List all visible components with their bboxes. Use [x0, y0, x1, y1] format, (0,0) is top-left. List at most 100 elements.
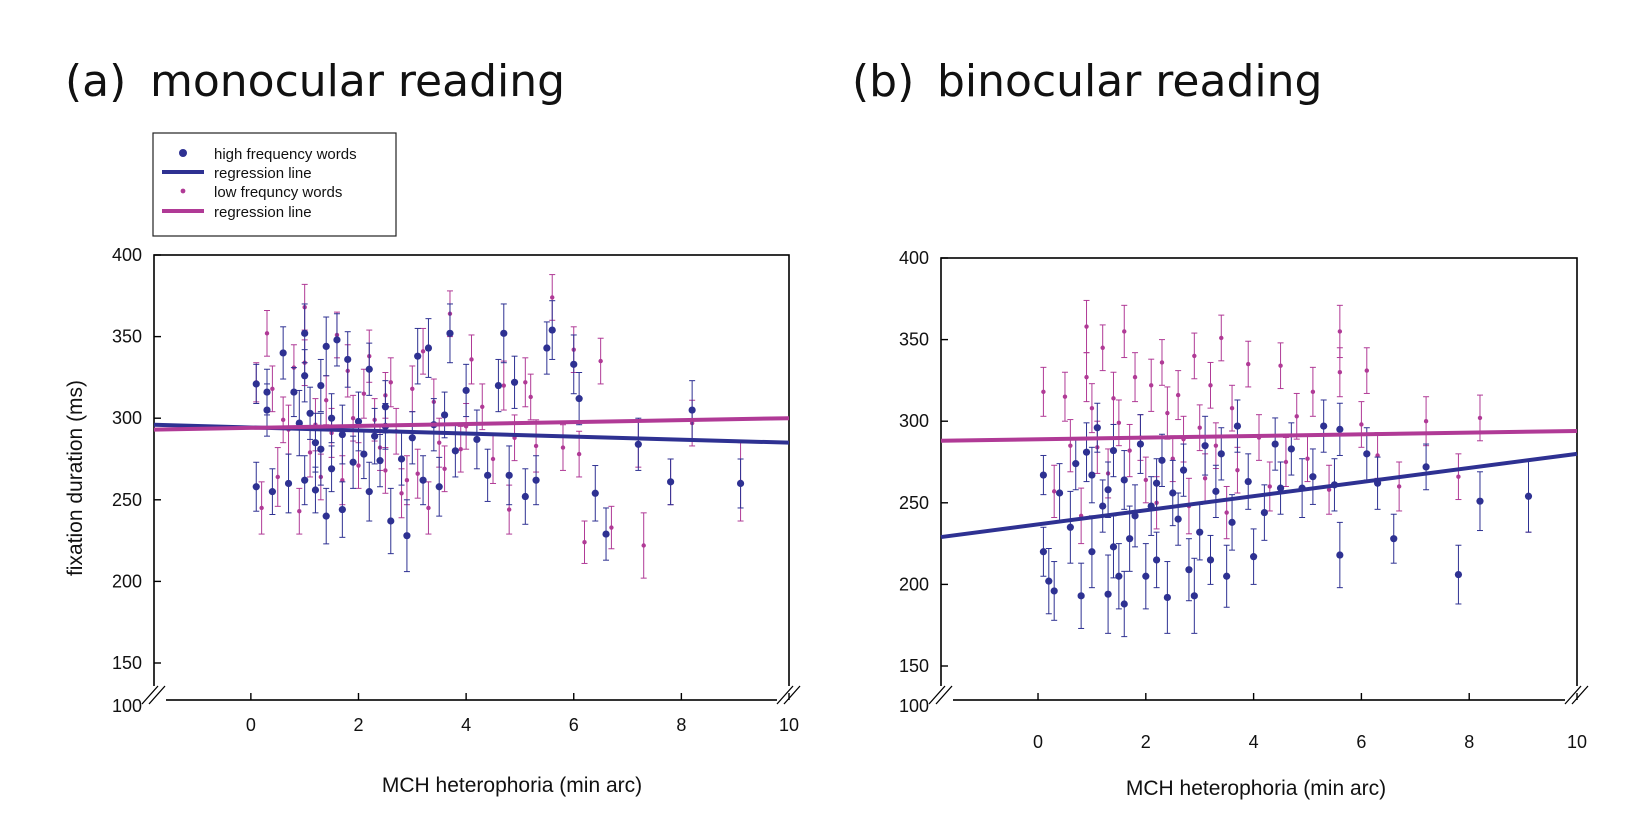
- panel-b-high-point-52: [1336, 521, 1344, 589]
- panel-a-low-point-41: [468, 334, 475, 385]
- panel-a-high-point-61: [634, 417, 642, 471]
- panel-a-high-point-4: [268, 468, 276, 515]
- panel-b-high-point-11: [1093, 402, 1101, 453]
- panel-b-low-point-15: [1132, 352, 1139, 403]
- panel-b-high-point-7: [1077, 562, 1085, 629]
- panel-b-low-marker-26: [1192, 353, 1197, 359]
- panel-b-low-marker-15: [1132, 374, 1138, 380]
- panel-b-low-marker-34: [1235, 467, 1240, 473]
- panel-a-high-marker-30: [371, 432, 379, 440]
- panel-b-low-point-0: [1040, 366, 1047, 417]
- panel-b-high-marker-19: [1120, 600, 1128, 608]
- panel-a-high-point-49: [494, 358, 503, 413]
- panel-b-low-point-14: [1126, 423, 1133, 478]
- panel-b-low-marker-43: [1326, 487, 1332, 492]
- legend-low-freq-marker: [180, 188, 186, 194]
- panel-b-high-point-23: [1142, 543, 1150, 610]
- panel-a-y-tick-label-150: 150: [112, 653, 142, 673]
- panel-b-marks: [940, 299, 1578, 638]
- panel-a-low-marker-17: [340, 478, 345, 483]
- panel-b-high-point-47: [1287, 422, 1295, 476]
- panel-a-low-point-19: [350, 394, 357, 442]
- panel-b-low-marker-0: [1041, 389, 1046, 395]
- panel-a-low-marker-37: [442, 466, 447, 471]
- panel-a-high-point-18: [322, 487, 330, 545]
- panel-a-low-point-56: [608, 505, 615, 550]
- panel-a-high-point-53: [521, 468, 529, 525]
- panel-a-low-marker-2: [264, 331, 270, 336]
- panel-b-high-marker-32: [1185, 566, 1193, 574]
- legend-low-regression-label: regression line: [214, 204, 312, 221]
- panel-a-low-point-30: [403, 455, 410, 506]
- panel-a-low-marker-53: [576, 451, 582, 457]
- panel-b-high-marker-4: [1055, 489, 1064, 497]
- panel-a-low-point-27: [387, 357, 394, 408]
- panel-b-low-point-30: [1212, 422, 1219, 470]
- panel-a-y-axis: 150 200 250 300 350 400 100: [112, 245, 801, 716]
- panel-b-high-marker-10: [1088, 548, 1096, 556]
- panel-a-low-marker-30: [404, 478, 410, 483]
- panel-b-low-marker-3: [1068, 443, 1073, 448]
- panel-a-high-marker-60: [602, 530, 610, 538]
- panel-a-high-marker-21: [333, 336, 341, 344]
- panel-a-low-marker-32: [415, 471, 420, 476]
- panel-a-high-marker-46: [462, 386, 470, 395]
- panel-b-y-break-label: 100: [899, 696, 929, 716]
- panel-a-high-marker-15: [317, 381, 325, 390]
- panel-b-high-marker-42: [1244, 477, 1252, 486]
- panel-b-high-point-26: [1152, 531, 1161, 589]
- panel-b-high-marker-15: [1109, 446, 1118, 455]
- panel-a-y-axis-label: fixation duration (ms): [64, 380, 87, 576]
- panel-b-high-point-22: [1136, 414, 1145, 474]
- panel-a-axis-break-mark-left-2: [148, 685, 166, 705]
- panel-b-high-marker-12: [1099, 502, 1107, 510]
- panel-a-low-point-21: [360, 368, 367, 419]
- panel-b-low-marker-51: [1456, 474, 1461, 479]
- panel-b-high-point-35: [1201, 415, 1209, 476]
- panel-a-low-point-53: [576, 430, 583, 478]
- panel-a-high-marker-25: [349, 458, 357, 466]
- panel-a-x-tick-label-10: 10: [779, 715, 799, 735]
- panel-a-high-point-42: [435, 456, 443, 517]
- panel-a-low-marker-45: [506, 507, 512, 512]
- panel-b-low-point-42: [1309, 366, 1316, 417]
- panel-b-low-point-1: [1051, 464, 1058, 518]
- panel-b-high-marker-46: [1276, 484, 1285, 492]
- panel-a-high-point-47: [473, 409, 481, 470]
- panel-b-high-marker-16: [1109, 543, 1118, 551]
- panel-a-high-marker-48: [484, 471, 492, 479]
- panel-b-high-point-27: [1158, 433, 1166, 487]
- panel-b-high-point-1: [1039, 526, 1048, 577]
- panel-b-high-point-39: [1223, 544, 1231, 608]
- panel-a-low-marker-42: [480, 404, 485, 409]
- panel-b-low-marker-50: [1423, 419, 1429, 424]
- panel-b-x-tick-label-0: 0: [1033, 732, 1043, 752]
- panel-a-high-marker-16: [317, 445, 325, 453]
- panel-a-low-marker-43: [490, 456, 496, 462]
- panel-b-high-marker-57: [1422, 463, 1430, 471]
- panel-a-high-point-27: [360, 429, 368, 480]
- panel-b-high-marker-13: [1104, 486, 1112, 494]
- panel-b-high-point-59: [1476, 471, 1484, 532]
- panel-a-low-marker-5: [280, 417, 286, 423]
- panel-b-low-point-33: [1229, 384, 1236, 432]
- panel-a-low-point-54: [581, 520, 588, 564]
- panel-b-high-marker-17: [1115, 572, 1123, 580]
- panel-a-low-marker-14: [324, 398, 329, 403]
- panel-b-low-marker-20: [1159, 360, 1165, 365]
- panel-a-low-point-2: [264, 309, 271, 357]
- panel-a-high-point-37: [408, 411, 416, 465]
- panel-a-high-marker-10: [301, 372, 309, 380]
- panel-b-low-marker-40: [1294, 414, 1299, 419]
- panel-b-y-tick-label-350: 350: [899, 330, 929, 350]
- panel-a-high-marker-54: [532, 476, 540, 484]
- panel-b-high-marker-5: [1066, 523, 1074, 531]
- panel-b-high-marker-41: [1233, 422, 1242, 430]
- panel-b-high-point-15: [1109, 423, 1118, 478]
- panel-a-high-point-40: [424, 318, 433, 378]
- panel-b-low-point-4: [1078, 487, 1085, 545]
- panel-a-high-marker-53: [521, 492, 529, 501]
- panel-a-low-marker-27: [388, 380, 393, 385]
- panel-b-low-point-46: [1358, 401, 1365, 448]
- panel-b-low-marker-22: [1170, 456, 1175, 461]
